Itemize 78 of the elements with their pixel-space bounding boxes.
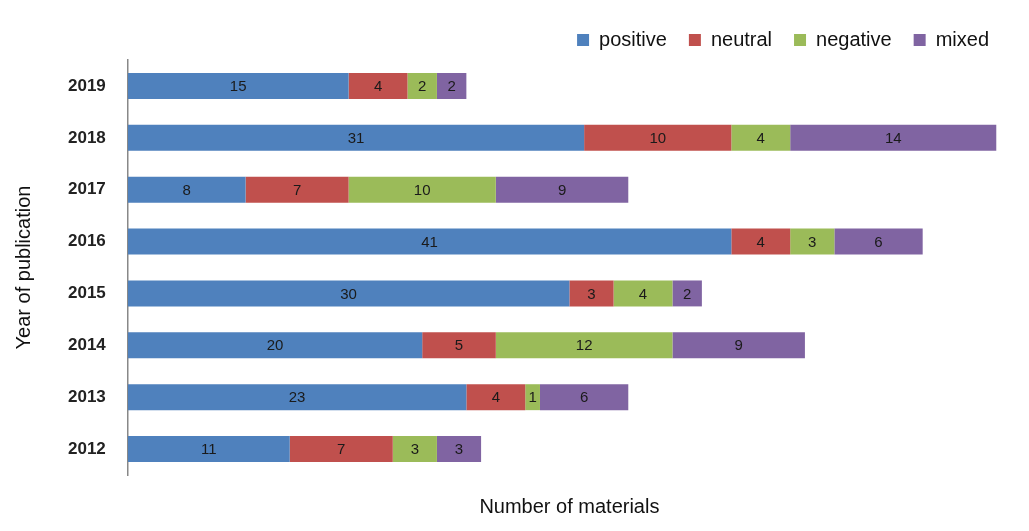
data-label: 41 — [421, 232, 438, 250]
data-label: 6 — [579, 388, 589, 406]
bar — [790, 228, 835, 255]
data-label: 23 — [288, 388, 306, 406]
data-label: 4 — [491, 388, 500, 406]
bar — [790, 124, 997, 151]
bar — [127, 436, 290, 463]
bar — [672, 280, 702, 307]
bar — [613, 280, 673, 307]
y-tick-label: 2019 — [67, 75, 106, 95]
data-label: 9 — [557, 180, 567, 198]
data-label: 8 — [182, 180, 191, 198]
bar — [731, 124, 791, 151]
y-tick-label: 2015 — [67, 283, 106, 303]
bar — [731, 228, 791, 255]
data-label: 4 — [756, 232, 765, 250]
legend-label: negative — [816, 27, 892, 50]
data-label: 7 — [292, 180, 302, 198]
y-tick-label: 2014 — [67, 335, 107, 354]
data-label: 4 — [756, 128, 765, 146]
data-label: 3 — [410, 440, 420, 458]
y-tick-label: 2013 — [67, 386, 106, 406]
data-label: 14 — [884, 128, 902, 146]
x-axis-title: Number of materials — [479, 494, 660, 517]
y-tick-label: 2018 — [67, 127, 106, 147]
data-label: 9 — [734, 336, 743, 354]
bar — [834, 228, 923, 255]
bar — [127, 332, 423, 359]
data-label: 2 — [447, 77, 456, 95]
data-label: 2 — [418, 77, 427, 95]
data-label: 31 — [347, 128, 365, 146]
data-label: 10 — [649, 128, 667, 146]
data-label: 30 — [340, 284, 357, 302]
data-label: 10 — [413, 180, 431, 198]
bar — [569, 280, 614, 307]
y-tick-label: 2012 — [67, 438, 106, 458]
bar — [672, 332, 805, 359]
y-tick-label: 2017 — [67, 179, 106, 199]
data-label: 5 — [454, 336, 464, 354]
bar — [422, 332, 496, 359]
data-label: 4 — [638, 284, 648, 302]
data-label: 6 — [874, 232, 883, 250]
data-label: 20 — [266, 336, 284, 354]
bar — [436, 72, 467, 99]
bar — [392, 436, 437, 463]
data-label: 3 — [587, 284, 596, 302]
data-label: 1 — [528, 388, 537, 406]
bar — [436, 436, 482, 463]
bar — [127, 280, 570, 307]
bar — [127, 72, 349, 99]
legend-label: neutral — [710, 27, 773, 50]
bar — [127, 384, 467, 411]
bar — [525, 384, 540, 411]
bar — [127, 176, 246, 203]
bar — [495, 332, 673, 359]
data-label: 2 — [682, 284, 692, 302]
data-label: 15 — [229, 77, 247, 95]
bar — [289, 436, 393, 463]
bar — [127, 228, 732, 255]
data-label: 12 — [575, 336, 593, 354]
data-label: 11 — [200, 440, 217, 458]
data-label: 4 — [373, 77, 383, 95]
bar — [495, 176, 629, 203]
bar — [584, 124, 732, 151]
bar — [348, 176, 496, 203]
data-label: 3 — [808, 232, 817, 250]
bar — [127, 124, 585, 151]
legend-label: positive — [599, 27, 667, 50]
bar — [466, 384, 526, 411]
y-axis-title: Year of publication — [11, 185, 34, 350]
bar — [348, 72, 408, 99]
bar — [245, 176, 349, 203]
data-label: 7 — [337, 440, 346, 458]
legend-label: mixed — [935, 27, 990, 50]
data-label: 3 — [454, 440, 464, 458]
y-tick-label: 2016 — [67, 231, 106, 251]
bar — [407, 72, 437, 99]
bar — [539, 384, 629, 411]
